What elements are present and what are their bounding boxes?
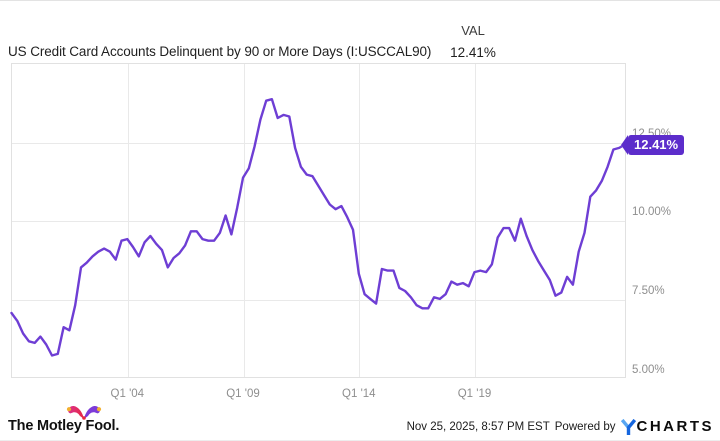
v-gridline xyxy=(243,64,245,377)
y-axis-tick-label: 7.50% xyxy=(632,284,665,297)
powered-by-label: Powered by xyxy=(554,420,616,433)
footer-attribution: Nov 25, 2025, 8:57 PM EST Powered by CHA… xyxy=(407,418,714,435)
chart-plot-area xyxy=(11,63,626,378)
x-axis-tick-label: Q1 '14 xyxy=(342,388,376,400)
val-column: VAL 12.41% xyxy=(438,23,508,60)
h-gridline xyxy=(12,142,625,144)
val-column-header: VAL xyxy=(461,23,485,38)
last-value-badge: 12.41% xyxy=(620,134,685,155)
jester-cap-icon xyxy=(66,405,102,420)
bell-center xyxy=(82,416,86,420)
last-value-badge-text: 12.41% xyxy=(634,136,679,152)
motley-fool-logo: The Motley Fool. xyxy=(8,403,148,437)
chart-title: US Credit Card Accounts Delinquent by 90… xyxy=(8,44,432,59)
x-axis-tick-label: Q1 '19 xyxy=(457,388,492,400)
timestamp: Nov 25, 2025, 8:57 PM EST xyxy=(406,420,550,433)
ycharts-y-icon xyxy=(620,418,636,435)
x-axis-tick-label: Q1 '09 xyxy=(226,388,260,400)
bell-left xyxy=(66,407,72,412)
v-gridline xyxy=(359,64,361,377)
ycharts-wordmark-text: CHARTS xyxy=(636,418,714,435)
h-gridline xyxy=(12,221,625,223)
badge-arrow xyxy=(621,134,628,155)
bell-right xyxy=(96,407,102,412)
v-gridline xyxy=(475,64,476,377)
motley-fool-wordmark: The Motley Fool. xyxy=(8,418,120,434)
y-axis-tick-label: 10.00% xyxy=(632,206,672,219)
x-axis-tick-label: Q1 '04 xyxy=(110,388,145,400)
ycharts-logo: CHARTS xyxy=(620,418,715,435)
y-axis-tick-label: 5.00% xyxy=(632,363,665,376)
val-current-value: 12.41% xyxy=(450,45,496,60)
v-gridline xyxy=(127,64,129,377)
h-gridline xyxy=(12,299,625,301)
